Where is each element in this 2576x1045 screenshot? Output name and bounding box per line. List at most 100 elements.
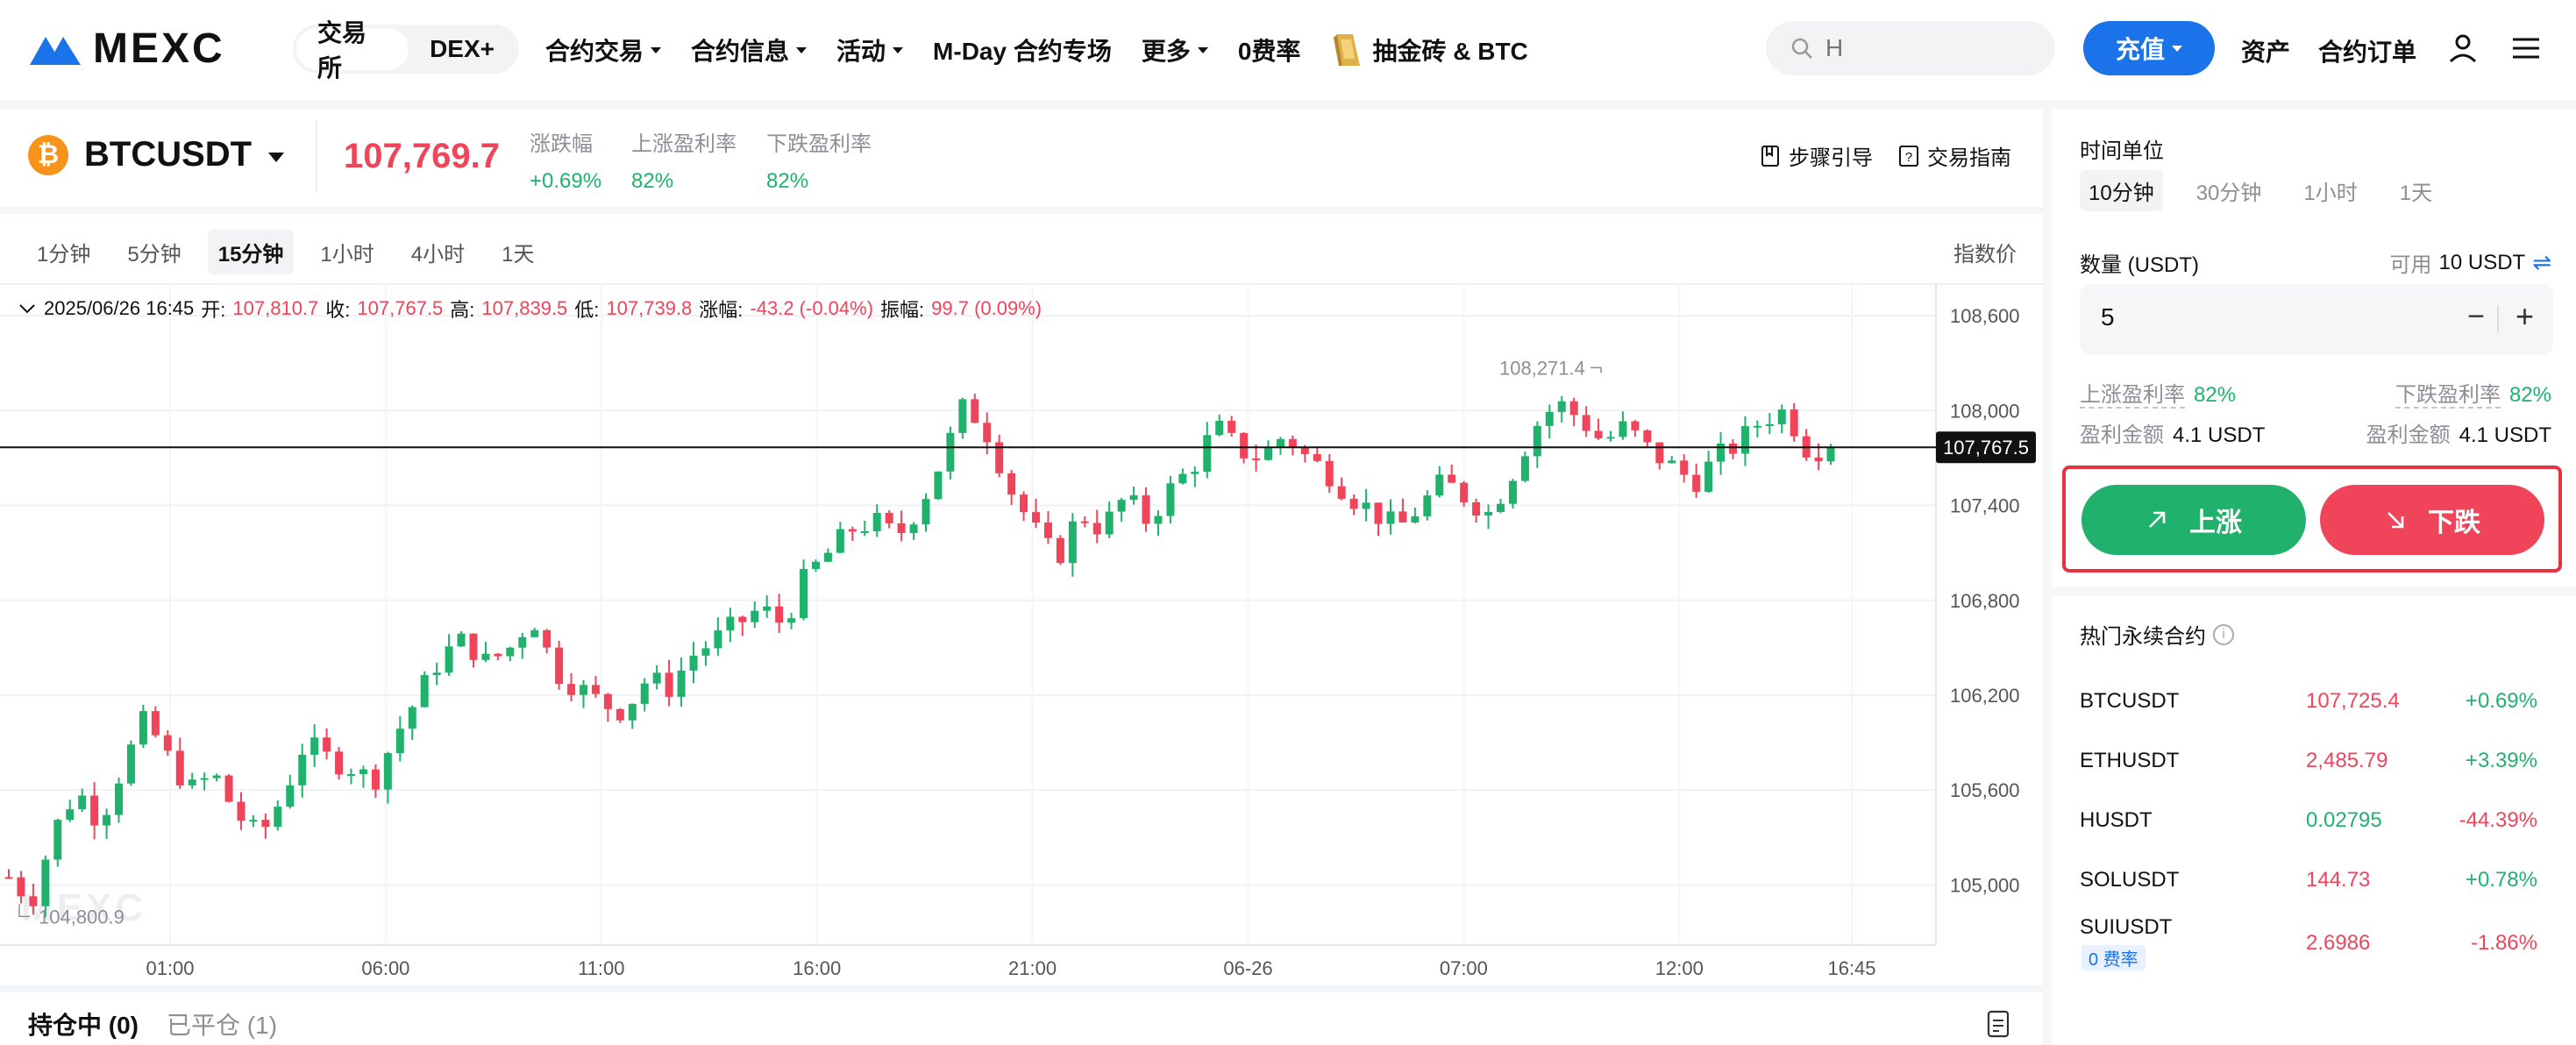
candle-body [1423,495,1432,516]
chevron-down-icon [893,46,904,53]
menu-icon[interactable] [2509,32,2543,65]
x-tick-label: 07:00 [1440,957,1488,979]
candle-body [1435,474,1444,496]
candle-body [567,684,576,695]
nav-events[interactable]: 活动 [836,32,904,68]
exchange-dex-switch: 交易所 DEX+ [293,19,519,82]
tab-open-positions[interactable]: 持仓中 (0) [28,1012,139,1039]
interval-1h[interactable]: 1小时 [320,243,374,267]
contract-change: -44.39% [2459,808,2537,832]
candle-body [616,708,624,721]
buy-up-button[interactable]: 上涨 [2081,485,2306,555]
candle-body [763,606,772,611]
trade-guide-link[interactable]: ? 交易指南 [1897,140,2011,171]
document-icon[interactable] [1985,1010,2011,1038]
nav-futures-info[interactable]: 合约信息 [691,32,808,68]
time-unit-1h[interactable]: 1小时 [2303,181,2358,205]
interval-15m[interactable]: 15分钟 [207,230,295,274]
ohlc-amp: 99.7 (0.09%) [931,297,1042,319]
candle-body [335,751,344,775]
panel-separator [2043,109,2052,1045]
contract-price: 2.6986 [2306,931,2371,955]
question-doc-icon: ? [1899,145,1918,167]
candle-body [1288,438,1297,449]
buy-down-button[interactable]: 下跌 [2320,485,2544,555]
user-icon[interactable] [2446,32,2480,65]
minus-icon[interactable]: − [2467,300,2485,333]
search-input[interactable] [1825,34,2018,62]
candle-body [543,629,551,648]
step-guide-link[interactable]: 步骤引导 [1759,140,1873,171]
ohlc-change-label: 涨幅: [699,299,744,321]
candle-body [1337,486,1346,499]
candle-body [995,442,1004,473]
down-rate: 下跌盈利率 82% [2395,377,2551,409]
list-item[interactable]: SOLUSDT 144.73 +0.78% [2052,854,2576,906]
candle-body [469,633,478,660]
index-price-toggle[interactable]: 指数价 [1953,243,2017,267]
candle-body [1325,460,1334,487]
deposit-button[interactable]: 充值 [2083,21,2215,75]
contract-name: HUSDT [2080,808,2153,832]
svg-text:?: ? [1905,150,1912,165]
mexc-logo[interactable]: MEXC [28,25,225,73]
candle-body [1398,511,1407,522]
candle-body [212,775,221,778]
candle-body [1790,409,1798,437]
candle-body [1117,500,1126,512]
quantity-input[interactable] [2101,303,2416,331]
time-unit-1d[interactable]: 1天 [2399,181,2433,205]
last-price: 107,769.7 [344,137,500,175]
price-chart[interactable]: 1分钟 5分钟 15分钟 1小时 4小时 1天 指数价 108,600 108,0… [0,214,2043,985]
nav-zero-fee[interactable]: 0费率 [1238,32,1301,68]
nav-gold-bar[interactable]: 抽金砖 & BTC [1330,31,1528,69]
chevron-down-icon[interactable] [18,302,37,315]
time-unit-10m[interactable]: 10分钟 [2080,170,2163,211]
candle-body [17,877,25,897]
interval-5m[interactable]: 5分钟 [127,243,181,267]
plus-icon[interactable]: + [2515,298,2534,334]
list-item[interactable]: HUSDT 0.02795 -44.39% [2052,794,2576,847]
nav-mday[interactable]: M-Day 合约专场 [933,32,1112,68]
tab-closed-positions[interactable]: 已平仓 (1) [167,1012,278,1039]
nav-futures-trading[interactable]: 合约交易 [545,32,662,68]
list-item[interactable]: BTCUSDT 107,725.4 +0.69% [2052,675,2576,728]
symbol-dropdown-icon[interactable] [268,153,284,162]
candle-body [494,653,502,657]
segment-exchange[interactable]: 交易所 [296,19,409,82]
interval-1m[interactable]: 1分钟 [37,243,91,267]
up-profit-value: 4.1 USDT [2173,423,2266,447]
ohlc-date: 2025/06/26 16:45 [44,297,195,319]
candle-body [628,703,637,721]
assets-link[interactable]: 资产 [2241,39,2291,66]
transfer-icon[interactable]: ⇌ [2532,249,2551,275]
candle-body [347,773,356,776]
chevron-down-icon [2172,45,2182,52]
list-item[interactable]: SUIUSDT 0 费率 2.6986 -1.86% [2052,906,2576,977]
time-unit-label: 时间单位 [2080,139,2164,163]
segment-dex[interactable]: DEX+ [430,35,495,62]
btc-coin-icon: ₿ [28,135,68,175]
ohlc-amp-label: 振幅: [880,299,925,321]
candle-body [1619,421,1627,437]
nav-more[interactable]: 更多 [1142,32,1208,68]
candle-body [41,859,50,906]
list-item[interactable]: ETHUSDT 2,485.79 +3.39% [2052,735,2576,787]
futures-orders-link[interactable]: 合约订单 [2318,39,2417,66]
positions-divider [0,985,2043,992]
candlestick-chart[interactable]: 108,600 108,000 107,400 106,800 106,200 105,6… [0,214,2043,985]
candle-body [274,807,282,828]
time-unit-30m[interactable]: 30分钟 [2195,181,2262,205]
info-icon[interactable]: i [2213,623,2234,645]
candle-body [175,750,184,786]
interval-1d[interactable]: 1天 [502,243,535,267]
interval-4h[interactable]: 4小时 [410,243,466,267]
symbol-name[interactable]: BTCUSDT [84,135,253,174]
symbol-separator [316,121,317,193]
mexc-logo-icon [30,36,81,65]
stat-value: 82% [631,169,674,193]
candle-body [1680,460,1689,475]
candle-body [1191,472,1199,474]
x-tick-label: 06-26 [1223,957,1272,979]
search-box[interactable] [1766,21,2055,75]
